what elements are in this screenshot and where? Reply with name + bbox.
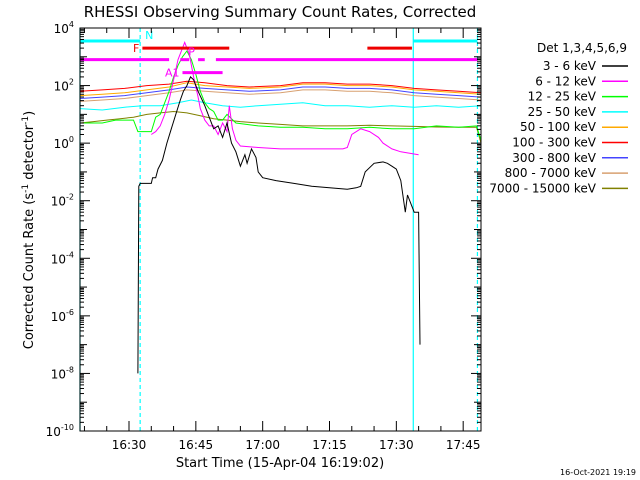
flag-bars: NF A1 P [80, 29, 478, 80]
legend-label-7: 300 - 800 keV [512, 151, 596, 165]
y-label-sup1: -1 [21, 184, 31, 193]
y-tick-label-5: 10-4 [51, 250, 74, 266]
y-label-part3: ) [22, 111, 37, 116]
legend-label-9: 7000 - 15000 keV [489, 181, 596, 195]
y-axis-label: Corrected Count Rate (s-1 detector-1) [21, 111, 37, 349]
series-line-3 [80, 50, 482, 141]
y-label-sup2: -1 [21, 116, 31, 125]
series-line-2 [151, 41, 419, 156]
x-tick-label-1: 16:30 [112, 438, 147, 452]
series-line-7 [79, 86, 482, 99]
series-line-8 [79, 89, 482, 102]
y-axis: 104 102 100 10-2 10-4 10-6 10-8 10-10 [46, 20, 481, 439]
flag-label-4: A1 [165, 67, 180, 80]
chart-title: RHESSI Observing Summary Count Rates, Co… [84, 3, 477, 21]
series-line-1 [137, 76, 421, 374]
legend-label-1: 3 - 6 keV [543, 59, 597, 73]
legend-label-3: 12 - 25 keV [528, 90, 597, 104]
y-tick-label-4: 10-2 [51, 193, 74, 209]
x-tick-label-5: 17:30 [379, 438, 414, 452]
y-tick-label-2: 102 [54, 78, 74, 94]
legend-title: Det 1,3,4,5,6,9 [537, 41, 627, 55]
x-tick-label-6: 17:45 [446, 438, 481, 452]
timestamp: 16-Oct-2021 19:19 [560, 468, 636, 477]
x-axis-label: Start Time (15-Apr-04 16:19:02) [176, 456, 384, 471]
y-tick-label-3: 100 [54, 135, 74, 151]
y-tick-label-7: 10-8 [51, 365, 74, 381]
series-line-4 [79, 99, 482, 111]
flag-label-2: F [133, 42, 139, 55]
y-tick-label-8: 10-10 [46, 423, 74, 439]
series-line-5 [79, 82, 482, 97]
y-label-part1: Corrected Count Rate (s [22, 193, 37, 350]
flag-text-1: P [188, 45, 195, 58]
legend-label-2: 6 - 12 keV [535, 74, 597, 88]
series-line-9 [79, 110, 482, 144]
plot-area [79, 28, 482, 431]
y-label-part2: detector [22, 124, 37, 184]
x-tick-label-2: 16:45 [179, 438, 214, 452]
series-line-6 [79, 80, 482, 94]
x-tick-label-4: 17:15 [312, 438, 347, 452]
legend-label-5: 50 - 100 keV [520, 120, 597, 134]
y-tick-label-1: 104 [54, 20, 74, 36]
x-axis: 16:30 16:45 17:00 17:15 17:30 17:45 [83, 28, 481, 452]
legend-label-4: 25 - 50 keV [528, 105, 597, 119]
legend-label-8: 800 - 7000 keV [505, 166, 597, 180]
legend-label-6: 100 - 300 keV [512, 136, 596, 150]
y-tick-label-6: 10-6 [51, 308, 74, 324]
x-tick-label-3: 17:00 [245, 438, 280, 452]
flag-label-1: N [145, 29, 153, 42]
